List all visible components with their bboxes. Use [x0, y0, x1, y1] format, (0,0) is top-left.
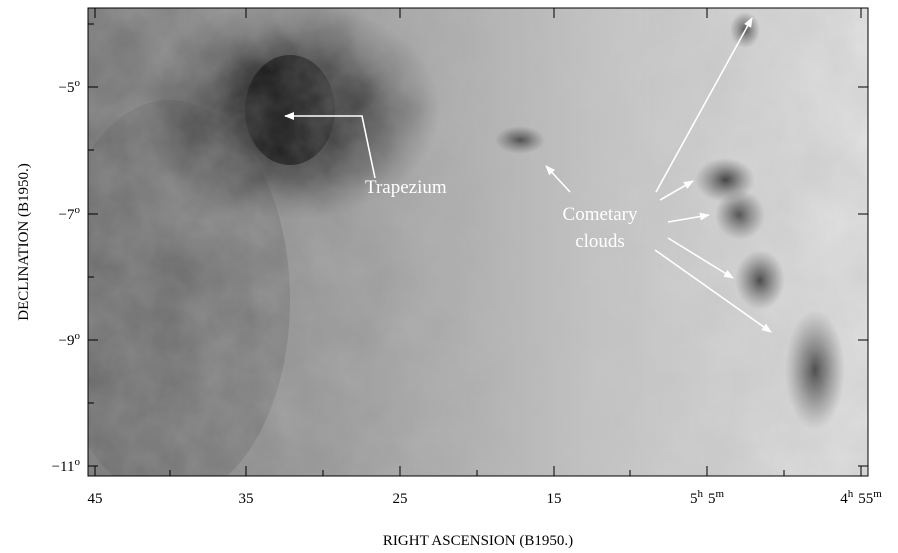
tick-label-sup: o: [75, 77, 81, 89]
tick-label-part: 25: [393, 491, 408, 507]
tick-label-part: 35: [239, 491, 254, 507]
tick-label: −11o: [52, 456, 81, 475]
tick-label-part: 4: [840, 491, 848, 507]
nebula-image: [88, 8, 868, 476]
tick-label: 25: [393, 491, 408, 507]
tick-label-part: 5: [708, 491, 716, 507]
annotation-arrows: [284, 17, 772, 333]
tick-label-sup: m: [715, 488, 724, 500]
tick-label-sup: m: [873, 488, 882, 500]
tick-label: 45: [88, 491, 103, 507]
cometary-label: Cometary: [563, 204, 638, 225]
x-axis-title: RIGHT ASCENSION (B1950.): [383, 533, 573, 549]
tick-label-part: −9: [59, 333, 75, 349]
tick-label-sup: o: [75, 456, 81, 468]
tick-label: −7o: [59, 204, 81, 223]
trapezium-label: Trapezium: [365, 177, 447, 198]
tick-label-sup: o: [75, 330, 81, 342]
tick-label: 5h 5m: [690, 488, 725, 507]
y-axis-title: DECLINATION (B1950.): [16, 163, 32, 320]
tick-label-part: 15: [547, 491, 562, 507]
tick-label-part: −11: [52, 459, 75, 475]
tick-label-sup: h: [697, 488, 703, 500]
cometary-label: clouds: [575, 231, 625, 252]
tick-label-part: 55: [858, 491, 873, 507]
tick-label-sup: h: [848, 488, 854, 500]
tick-label-part: −5: [59, 80, 75, 96]
ticks: [88, 8, 868, 476]
tick-label: −9o: [59, 330, 81, 349]
tick-label: 4h 55m: [840, 488, 882, 507]
tick-label: 15: [547, 491, 562, 507]
tick-label: 35: [239, 491, 254, 507]
tick-label-part: 5: [690, 491, 698, 507]
tick-label-sup: o: [75, 204, 81, 216]
plot-frame: [87, 7, 869, 477]
tick-label-part: −7: [59, 207, 75, 223]
tick-label: −5o: [59, 77, 81, 96]
y-tick-labels: −5o−7o−9o−11o: [52, 77, 81, 475]
x-tick-labels: 45 35 25 15 5h 5m 4h 55m: [88, 488, 883, 507]
tick-label-part: 45: [88, 491, 103, 507]
